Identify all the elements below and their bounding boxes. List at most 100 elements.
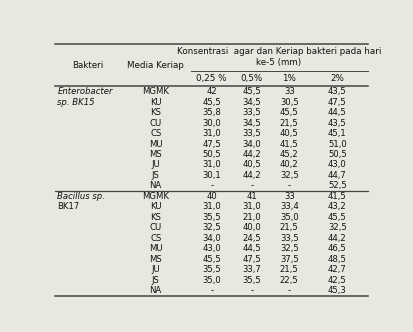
Text: 32,5: 32,5 [328, 223, 347, 232]
Text: 35,8: 35,8 [202, 108, 221, 117]
Text: CS: CS [150, 129, 161, 138]
Text: 44,2: 44,2 [242, 171, 261, 180]
Text: 33,5: 33,5 [280, 234, 299, 243]
Text: 43,5: 43,5 [328, 119, 347, 127]
Text: -: - [288, 182, 291, 191]
Text: 41,5: 41,5 [280, 139, 299, 148]
Text: -: - [210, 286, 213, 295]
Text: -: - [250, 286, 253, 295]
Text: Media Keriap: Media Keriap [127, 60, 184, 69]
Text: JU: JU [151, 160, 160, 169]
Text: 31,0: 31,0 [242, 203, 261, 211]
Text: Enterobacter: Enterobacter [57, 87, 113, 96]
Text: 24,5: 24,5 [242, 234, 261, 243]
Text: 30,0: 30,0 [202, 119, 221, 127]
Text: 42: 42 [206, 87, 217, 96]
Text: 43,0: 43,0 [202, 244, 221, 253]
Text: 51,0: 51,0 [328, 139, 347, 148]
Text: 42,5: 42,5 [328, 276, 347, 285]
Text: 21,5: 21,5 [280, 223, 299, 232]
Text: 34,0: 34,0 [202, 234, 221, 243]
Text: 43,5: 43,5 [328, 87, 347, 96]
Text: 40,5: 40,5 [280, 129, 299, 138]
Text: 33,5: 33,5 [242, 108, 261, 117]
Text: 37,5: 37,5 [280, 255, 299, 264]
Text: 45,5: 45,5 [328, 213, 347, 222]
Text: 32,5: 32,5 [280, 171, 299, 180]
Text: MGMK: MGMK [142, 192, 169, 201]
Text: CU: CU [150, 119, 162, 127]
Text: -: - [250, 182, 253, 191]
Text: JU: JU [151, 265, 160, 274]
Text: KU: KU [150, 98, 161, 107]
Text: 47,5: 47,5 [328, 98, 347, 107]
Text: 43,2: 43,2 [328, 203, 347, 211]
Text: 48,5: 48,5 [328, 255, 347, 264]
Text: 0,25 %: 0,25 % [197, 74, 227, 83]
Text: 22,5: 22,5 [280, 276, 299, 285]
Text: CS: CS [150, 234, 161, 243]
Text: 44,2: 44,2 [328, 234, 347, 243]
Text: 1%: 1% [282, 74, 296, 83]
Text: MU: MU [149, 244, 162, 253]
Text: 21,0: 21,0 [242, 213, 261, 222]
Text: 50,5: 50,5 [328, 150, 347, 159]
Text: 32,5: 32,5 [280, 244, 299, 253]
Text: 40,2: 40,2 [280, 160, 299, 169]
Text: 35,5: 35,5 [202, 213, 221, 222]
Text: 35,0: 35,0 [202, 276, 221, 285]
Text: KU: KU [150, 203, 161, 211]
Text: 44,5: 44,5 [242, 244, 261, 253]
Text: NA: NA [150, 182, 162, 191]
Text: 45,2: 45,2 [280, 150, 299, 159]
Text: BK17: BK17 [57, 203, 80, 211]
Text: 47,5: 47,5 [242, 255, 261, 264]
Text: MS: MS [150, 255, 162, 264]
Text: 40,0: 40,0 [242, 223, 261, 232]
Text: 2%: 2% [330, 74, 344, 83]
Text: -: - [210, 182, 213, 191]
Text: 35,5: 35,5 [242, 276, 261, 285]
Text: 32,5: 32,5 [202, 223, 221, 232]
Text: 45,5: 45,5 [242, 87, 261, 96]
Text: 46,5: 46,5 [328, 244, 347, 253]
Text: 0,5%: 0,5% [240, 74, 263, 83]
Text: 52,5: 52,5 [328, 182, 347, 191]
Text: 31,0: 31,0 [202, 203, 221, 211]
Text: 41,5: 41,5 [328, 192, 347, 201]
Text: NA: NA [150, 286, 162, 295]
Text: sp. BK15: sp. BK15 [57, 98, 95, 107]
Text: 42,7: 42,7 [328, 265, 347, 274]
Text: 41: 41 [246, 192, 257, 201]
Text: 33,7: 33,7 [242, 265, 261, 274]
Text: 40,5: 40,5 [242, 160, 261, 169]
Text: MGMK: MGMK [142, 87, 169, 96]
Text: Bacillus sp.: Bacillus sp. [57, 192, 105, 201]
Text: 30,5: 30,5 [280, 98, 299, 107]
Text: 45,3: 45,3 [328, 286, 347, 295]
Text: 43,0: 43,0 [328, 160, 347, 169]
Text: MU: MU [149, 139, 162, 148]
Text: 31,0: 31,0 [202, 129, 221, 138]
Text: 45,1: 45,1 [328, 129, 347, 138]
Text: 44,5: 44,5 [328, 108, 347, 117]
Text: 45,5: 45,5 [280, 108, 299, 117]
Text: 33: 33 [284, 87, 294, 96]
Text: 21,5: 21,5 [280, 265, 299, 274]
Text: KS: KS [150, 213, 161, 222]
Text: 33: 33 [284, 192, 294, 201]
Text: 35,5: 35,5 [202, 265, 221, 274]
Text: 21,5: 21,5 [280, 119, 299, 127]
Text: MS: MS [150, 150, 162, 159]
Text: Konsentrasi  agar dan Keriap bakteri pada hari
ke-5 (mm): Konsentrasi agar dan Keriap bakteri pada… [177, 47, 381, 67]
Text: KS: KS [150, 108, 161, 117]
Text: 34,5: 34,5 [242, 98, 261, 107]
Text: 33,5: 33,5 [242, 129, 261, 138]
Text: CU: CU [150, 223, 162, 232]
Text: 34,0: 34,0 [242, 139, 261, 148]
Text: 44,2: 44,2 [242, 150, 261, 159]
Text: 30,1: 30,1 [202, 171, 221, 180]
Text: 40: 40 [206, 192, 217, 201]
Text: -: - [288, 286, 291, 295]
Text: 33,4: 33,4 [280, 203, 299, 211]
